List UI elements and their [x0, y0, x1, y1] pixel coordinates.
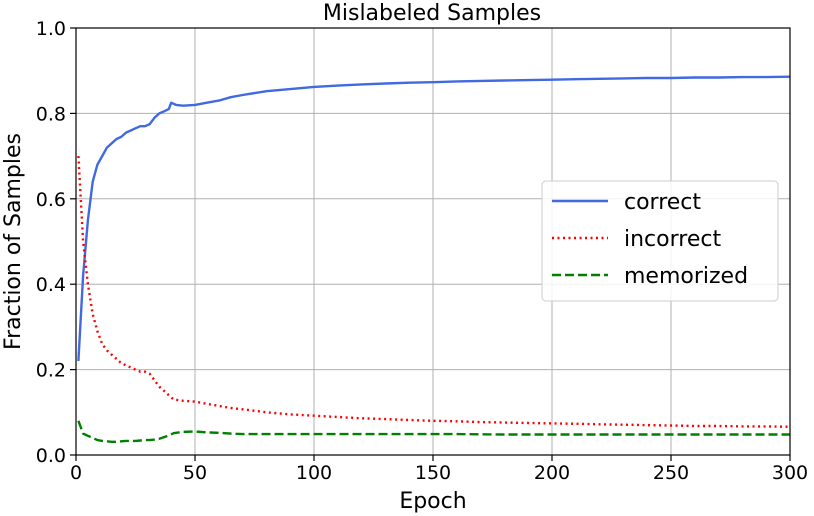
legend-label-incorrect: incorrect	[624, 227, 721, 252]
legend: correct incorrect memorized	[541, 180, 779, 302]
legend-label-memorized: memorized	[624, 264, 748, 289]
x-tick-label: 250	[653, 462, 689, 484]
x-tick-label: 200	[534, 462, 570, 484]
y-tick-label: 0.8	[36, 103, 66, 125]
series-line-memorized	[77, 420, 790, 443]
y-axis-title: Fraction of Samples	[1, 133, 26, 350]
y-tick-label: 0.2	[36, 360, 66, 382]
x-tick-label: 100	[296, 462, 332, 484]
x-tick-label: 300	[772, 462, 808, 484]
y-tick-label: 0.4	[36, 274, 66, 296]
chart-title: Mislabeled Samples	[323, 1, 541, 26]
y-tick-label: 0.6	[36, 189, 66, 211]
axis-ticks: 0 50 100 150 200 250 300 0.0 0.2 0.4 0.6 0.8 1.0	[36, 18, 808, 484]
x-tick-label: 0	[70, 462, 82, 484]
series-lines	[77, 75, 791, 443]
x-tick-label: 50	[183, 462, 207, 484]
x-axis-title: Epoch	[399, 489, 466, 514]
series-line-correct	[77, 75, 791, 362]
y-tick-label: 0.0	[36, 445, 66, 467]
x-tick-label: 150	[415, 462, 451, 484]
legend-label-correct: correct	[624, 190, 701, 215]
y-tick-label: 1.0	[36, 18, 66, 40]
legend-box	[541, 180, 779, 302]
